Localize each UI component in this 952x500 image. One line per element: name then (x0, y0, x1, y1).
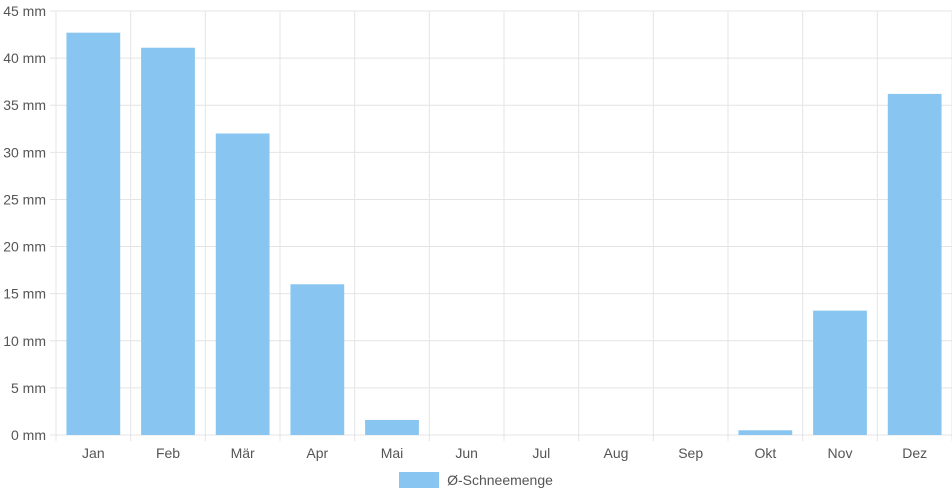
y-tick-label: 30 mm (3, 144, 46, 160)
x-tick-label: Okt (754, 445, 776, 461)
x-tick-label: Aug (604, 445, 629, 461)
y-tick-label: 0 mm (11, 427, 46, 443)
y-tick-label: 40 mm (3, 50, 46, 66)
x-tick-label: Jun (455, 445, 478, 461)
y-tick-label: 35 mm (3, 97, 46, 113)
x-tick-label: Mär (231, 445, 255, 461)
bar-mär[interactable] (215, 133, 270, 435)
x-tick-label: Jul (532, 445, 550, 461)
bar-okt[interactable] (738, 430, 793, 435)
bars (66, 32, 942, 435)
x-tick-label: Jan (82, 445, 105, 461)
legend-swatch (399, 472, 440, 488)
y-tick-label: 5 mm (11, 380, 46, 396)
x-tick-label: Nov (828, 445, 853, 461)
y-tick-label: 45 mm (3, 3, 46, 19)
bar-mai[interactable] (365, 419, 419, 435)
bar-apr[interactable] (290, 284, 345, 435)
legend: Ø-Schneemenge (0, 472, 952, 488)
bar-jan[interactable] (66, 32, 121, 435)
x-tick-label: Feb (156, 445, 180, 461)
y-tick-label: 25 mm (3, 191, 46, 207)
grid-lines (50, 10, 952, 441)
bar-dez[interactable] (887, 93, 942, 435)
x-axis-ticks: Jan Feb Mär Apr Mai Jun Jul Aug Sep Okt Nov Dez (82, 445, 927, 461)
y-tick-label: 10 mm (3, 333, 46, 349)
y-tick-label: 15 mm (3, 286, 46, 302)
x-tick-label: Sep (678, 445, 703, 461)
bar-nov[interactable] (813, 310, 867, 435)
chart-canvas: 0 mm 5 mm 10 mm 15 mm 20 mm 25 mm 30 mm 35 mm 40… (3, 3, 952, 461)
x-tick-label: Mai (381, 445, 404, 461)
x-tick-label: Dez (902, 445, 927, 461)
legend-label: Ø-Schneemenge (447, 472, 553, 488)
y-axis-ticks: 0 mm 5 mm 10 mm 15 mm 20 mm 25 mm 30 mm 35 mm 40… (3, 3, 46, 443)
bar-feb[interactable] (141, 47, 195, 435)
y-tick-label: 20 mm (3, 239, 46, 255)
x-tick-label: Apr (306, 445, 328, 461)
